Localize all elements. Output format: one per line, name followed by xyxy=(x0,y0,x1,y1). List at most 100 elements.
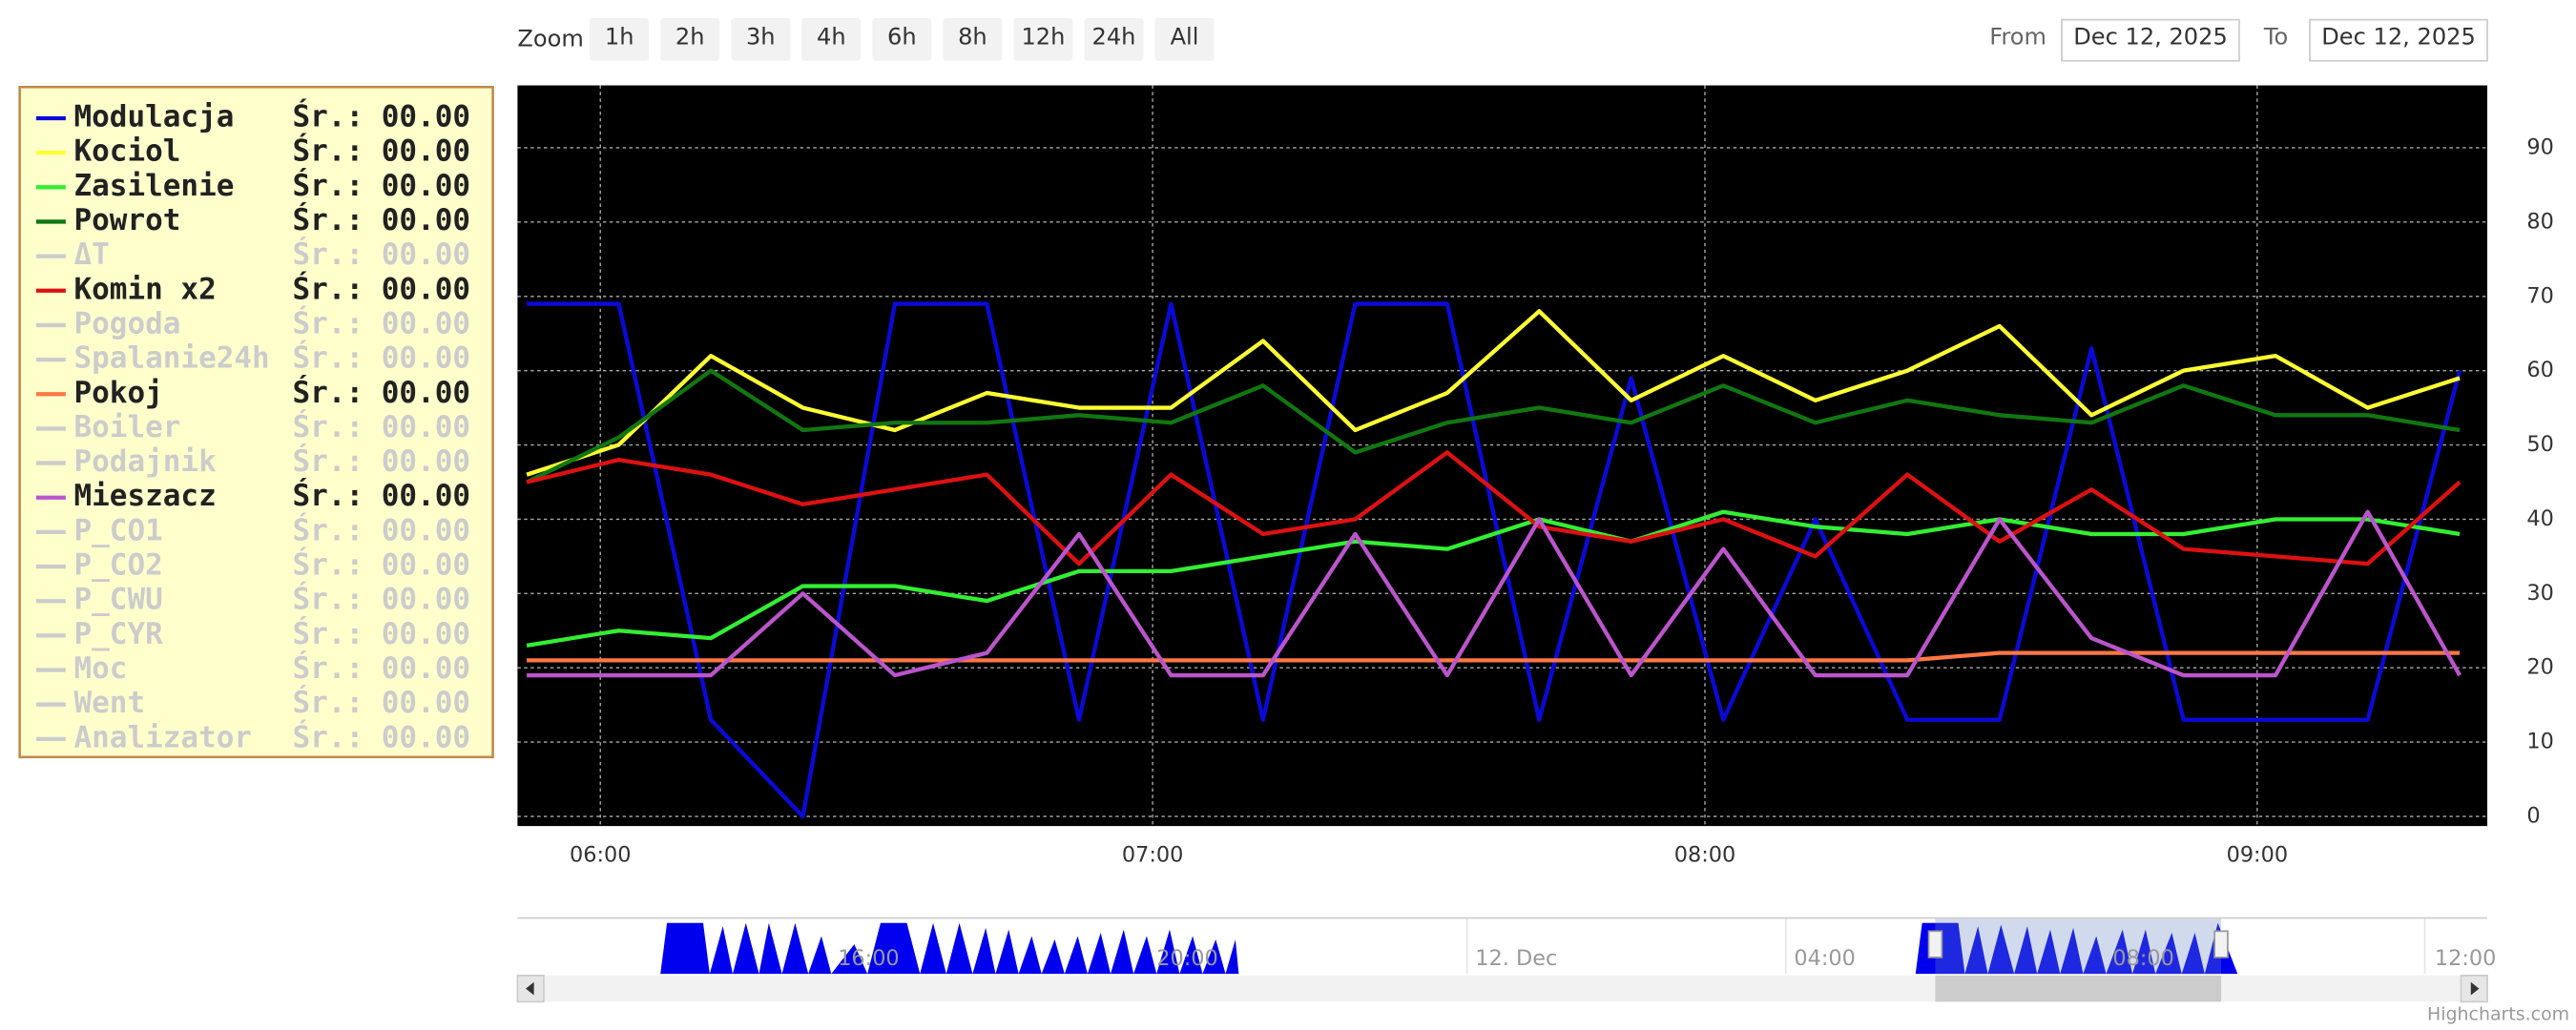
x-tick-label: 09:00 xyxy=(2227,843,2288,868)
legend-name[interactable]: Spalanie24h xyxy=(73,341,269,376)
zoom-button-bg[interactable] xyxy=(590,17,650,61)
from-value[interactable]: Dec 12, 2025 xyxy=(2073,24,2228,51)
legend-item[interactable]: Podajnik Śr.: 00.00 xyxy=(35,443,471,479)
legend-item[interactable]: Analizator Śr.: 00.00 xyxy=(35,719,471,754)
legend-name[interactable]: P_CWU xyxy=(73,583,162,617)
zoom-button-bg[interactable] xyxy=(1154,17,1215,61)
legend-value[interactable]: Śr.: 00.00 xyxy=(293,478,471,513)
legend-value[interactable]: Śr.: 00.00 xyxy=(293,547,471,583)
legend-name[interactable]: Kociol xyxy=(73,134,180,169)
to-input[interactable] xyxy=(2309,18,2488,62)
legend-item[interactable]: P_CYR Śr.: 00.00 xyxy=(35,616,471,651)
legend-name[interactable]: Boiler xyxy=(73,410,180,444)
legend-item[interactable]: Pogoda Śr.: 00.00 xyxy=(35,305,471,340)
zoom-button[interactable]: 24h xyxy=(1084,17,1144,61)
legend-value[interactable]: Śr.: 00.00 xyxy=(293,202,471,237)
legend-value[interactable]: Śr.: 00.00 xyxy=(293,237,471,272)
zoom-button-label[interactable]: 2h xyxy=(675,24,705,51)
legend-value[interactable]: Śr.: 00.00 xyxy=(293,443,471,479)
legend-item[interactable]: Pokoj Śr.: 00.00 xyxy=(35,375,471,410)
legend-value[interactable]: Śr.: 00.00 xyxy=(293,616,471,651)
legend-name[interactable]: Mieszacz xyxy=(73,479,216,513)
zoom-button-label[interactable]: 12h xyxy=(1021,24,1065,51)
legend-value[interactable]: Śr.: 00.00 xyxy=(293,719,471,754)
navigator-series xyxy=(660,922,1239,975)
scrollbar-thumb[interactable] xyxy=(1935,975,2222,1002)
legend-name[interactable]: Pogoda xyxy=(73,306,180,340)
navigator-label: 16:00 xyxy=(838,946,899,971)
zoom-button-label[interactable]: 1h xyxy=(605,24,634,51)
legend-item[interactable]: P_CWU Śr.: 00.00 xyxy=(35,582,471,617)
legend-name[interactable]: Went xyxy=(73,686,145,720)
legend-item[interactable]: Spalanie24h Śr.: 00.00 xyxy=(35,340,471,376)
navigator-handle[interactable] xyxy=(1927,930,1943,958)
zoom-button-label[interactable]: 4h xyxy=(817,24,846,51)
legend-item[interactable]: Boiler Śr.: 00.00 xyxy=(35,409,471,444)
legend-value[interactable]: Śr.: 00.00 xyxy=(293,271,471,306)
legend-value[interactable]: Śr.: 00.00 xyxy=(293,168,471,203)
from-input[interactable] xyxy=(2061,18,2240,62)
zoom-button[interactable]: 8h xyxy=(943,17,1003,61)
legend-item[interactable]: Komin x2 Śr.: 00.00 xyxy=(35,271,471,306)
legend-name[interactable]: P_CO1 xyxy=(73,513,162,547)
navigator-label: 20:00 xyxy=(1156,946,1217,971)
zoom-button-label[interactable]: 3h xyxy=(746,24,776,51)
legend-item[interactable]: Kociol Śr.: 00.00 xyxy=(35,134,471,169)
legend-value[interactable]: Śr.: 00.00 xyxy=(293,582,471,617)
legend-name[interactable]: Komin x2 xyxy=(73,272,216,306)
legend-value[interactable]: Śr.: 00.00 xyxy=(293,340,471,376)
legend-item[interactable]: Went Śr.: 00.00 xyxy=(35,685,471,720)
zoom-button[interactable]: 3h xyxy=(731,17,791,61)
legend-item[interactable]: Moc Śr.: 00.00 xyxy=(35,650,471,686)
legend-value[interactable]: Śr.: 00.00 xyxy=(293,650,471,686)
legend-value[interactable]: Śr.: 00.00 xyxy=(293,512,471,547)
navigator-label: 08:00 xyxy=(2112,946,2173,971)
zoom-button[interactable]: 4h xyxy=(801,17,862,61)
zoom-button[interactable]: 1h xyxy=(590,17,650,61)
credit[interactable]: Highcharts.com xyxy=(2427,1004,2569,1025)
navigator-label: 12. Dec xyxy=(1475,946,1557,971)
zoom-button-label[interactable]: 24h xyxy=(1092,24,1136,51)
zoom-button[interactable]: 2h xyxy=(660,17,720,61)
legend-name[interactable]: Powrot xyxy=(73,203,180,237)
legend-item[interactable]: Modulacja Śr.: 00.00 xyxy=(35,98,471,134)
legend-name[interactable]: P_CYR xyxy=(73,617,163,651)
zoom-button[interactable]: 6h xyxy=(872,17,932,61)
legend-name[interactable]: Zasilenie xyxy=(73,169,234,203)
zoom-button-bg[interactable] xyxy=(731,17,791,61)
navigator-handle[interactable] xyxy=(2213,930,2229,958)
to-value[interactable]: Dec 12, 2025 xyxy=(2321,24,2476,51)
zoom-button-bg[interactable] xyxy=(1084,17,1144,61)
legend-item[interactable]: P_CO1 Śr.: 00.00 xyxy=(35,512,471,547)
zoom-button[interactable]: 12h xyxy=(1013,17,1073,61)
zoom-button-bg[interactable] xyxy=(943,17,1003,61)
legend-value[interactable]: Śr.: 00.00 xyxy=(293,98,471,134)
legend-item[interactable]: Mieszacz Śr.: 00.00 xyxy=(35,478,471,513)
legend-name[interactable]: Analizator xyxy=(73,720,252,754)
legend-item[interactable]: Powrot Śr.: 00.00 xyxy=(35,202,471,237)
legend-value[interactable]: Śr.: 00.00 xyxy=(293,409,471,444)
legend-item[interactable]: ΔT Śr.: 00.00 xyxy=(35,237,471,272)
zoom-button-label[interactable]: All xyxy=(1171,24,1199,51)
legend-item[interactable]: Zasilenie Śr.: 00.00 xyxy=(35,168,471,203)
legend-name[interactable]: Pokoj xyxy=(73,376,162,410)
legend-item[interactable]: P_CO2 Śr.: 00.00 xyxy=(35,547,471,583)
zoom-button-label[interactable]: 6h xyxy=(887,24,917,51)
zoom-button[interactable]: All xyxy=(1154,17,1215,61)
zoom-button-label[interactable]: 8h xyxy=(958,24,987,51)
scroll-left[interactable] xyxy=(516,974,545,1003)
legend-name[interactable]: Moc xyxy=(73,651,127,686)
legend-value[interactable]: Śr.: 00.00 xyxy=(293,305,471,340)
zoom-button-bg[interactable] xyxy=(801,17,862,61)
zoom-button-bg[interactable] xyxy=(1013,17,1073,61)
legend-value[interactable]: Śr.: 00.00 xyxy=(293,685,471,720)
legend-value[interactable]: Śr.: 00.00 xyxy=(293,375,471,410)
navigator-selection[interactable] xyxy=(1935,917,2222,975)
legend-name[interactable]: ΔT xyxy=(73,237,109,272)
zoom-button-bg[interactable] xyxy=(660,17,720,61)
legend-name[interactable]: P_CO2 xyxy=(73,548,162,583)
legend-name[interactable]: Modulacja xyxy=(73,99,234,134)
legend-value[interactable]: Śr.: 00.00 xyxy=(293,134,471,169)
legend-name[interactable]: Podajnik xyxy=(73,444,217,479)
zoom-button-bg[interactable] xyxy=(872,17,932,61)
